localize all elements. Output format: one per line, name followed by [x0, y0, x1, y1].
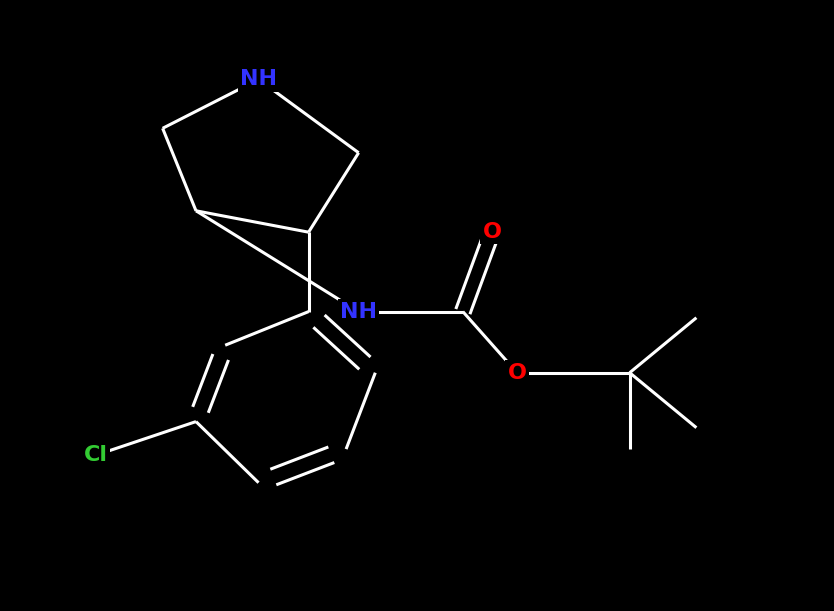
Text: O: O [483, 222, 501, 242]
Text: NH: NH [340, 302, 377, 321]
Text: O: O [508, 363, 526, 382]
Text: Cl: Cl [84, 445, 108, 465]
Text: NH: NH [240, 70, 277, 89]
